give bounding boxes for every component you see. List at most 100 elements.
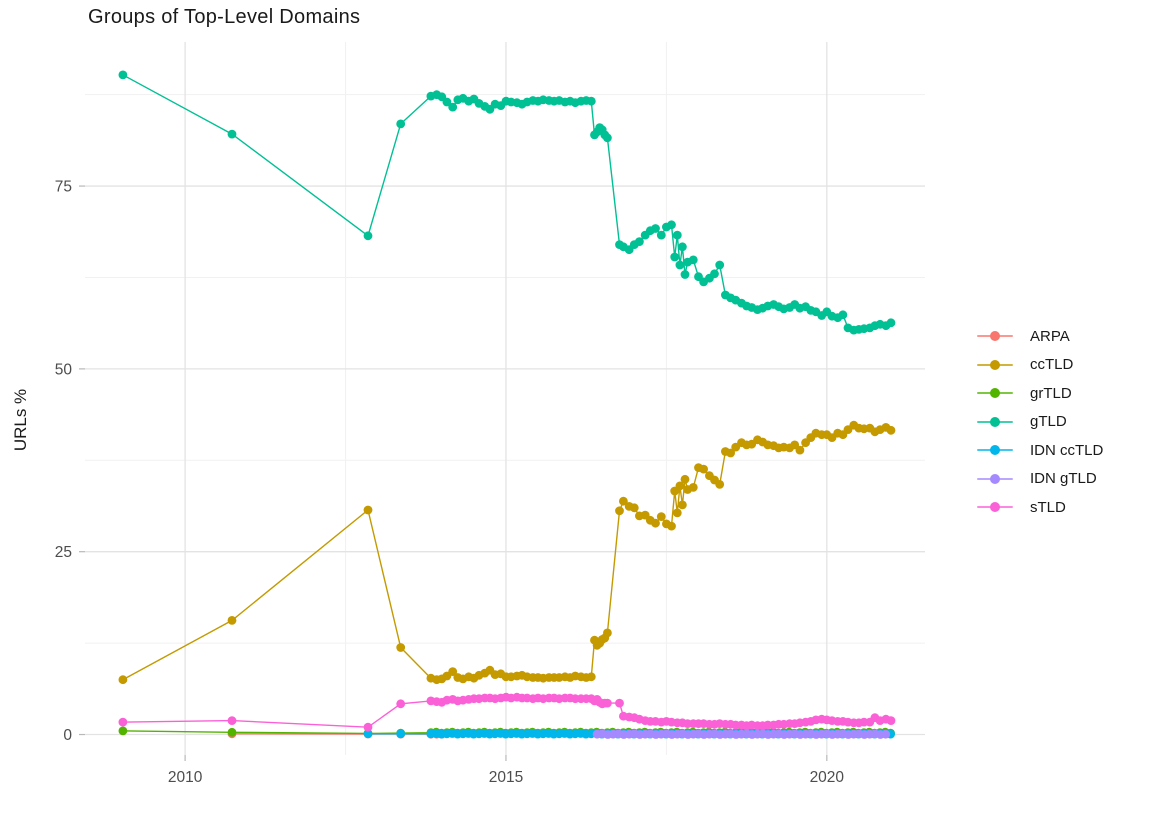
series-sTLD [118,692,896,732]
data-point [603,133,612,143]
legend-label: IDN gTLD [1030,470,1097,488]
data-point [651,224,660,233]
legend-key-icon [977,441,1013,459]
data-point [118,675,128,685]
legend-entry-IDN-gTLD: IDN gTLD [977,465,1103,494]
data-point [227,616,237,625]
data-point [396,699,406,709]
series-line [122,74,892,331]
data-point [656,230,666,240]
data-point [886,318,896,328]
data-point [615,506,624,516]
data-point [629,503,639,513]
data-point [678,242,687,252]
y-tick-label: 25 [55,544,72,561]
data-point [672,230,682,240]
data-point [726,448,735,458]
series-line [122,424,892,681]
legend-entry-gTLD: gTLD [977,408,1103,437]
data-point [396,119,406,129]
data-point [615,698,624,708]
data-point [118,726,128,736]
data-point [675,260,685,270]
data-point [886,425,896,435]
legend-label: sTLD [1030,498,1066,516]
data-point [396,729,406,739]
data-point [881,729,891,739]
data-point [363,231,373,241]
data-point [688,255,698,265]
legend-key-icon [977,384,1013,402]
legend: ARPA ccTLD grTLD gTLD IDN ccTLD IDN gTLD sTLD [977,322,1103,522]
data-point [227,727,237,737]
data-point [118,717,128,727]
x-tick-label: 2015 [489,769,523,786]
data-point [715,480,725,489]
legend-label: grTLD [1030,384,1072,402]
legend-entry-ARPA: ARPA [977,322,1103,351]
legend-dot-icon [990,331,1000,342]
data-point [586,96,596,106]
legend-dot-icon [990,473,1000,484]
series-IDN-gTLD [592,729,891,739]
legend-dot-icon [990,445,1000,456]
data-point [680,270,690,279]
legend-label: IDN ccTLD [1030,441,1104,459]
legend-entry-sTLD: sTLD [977,493,1103,522]
x-tick-label: 2020 [810,769,845,786]
legend-key-icon [977,327,1013,345]
series-ccTLD [118,420,896,685]
data-point [667,521,676,531]
data-point [118,70,128,80]
data-point [227,129,237,139]
legend-key-icon [977,498,1013,516]
legend-dot-icon [990,416,1000,427]
legend-entry-IDN-ccTLD: IDN ccTLD [977,436,1103,465]
data-point [448,102,458,112]
x-tick-label: 2010 [168,769,203,786]
data-point [363,722,373,732]
data-point [838,310,848,320]
data-point [448,667,458,676]
chart-title: Groups of Top-Level Domains [88,6,361,28]
data-point [656,512,666,521]
axis-ticks [79,185,828,761]
axis-tick-labels: 2010 2015 2020 0 25 50 75 [55,179,845,786]
data-point [603,698,612,708]
data-point [396,643,406,652]
series-gTLD [118,70,896,335]
y-tick-label: 0 [63,727,72,744]
legend-dot-icon [990,502,1000,513]
data-point [670,252,680,262]
data-point [688,483,698,492]
data-point [680,474,690,484]
data-point [363,729,373,739]
data-point [442,97,452,107]
y-tick-label: 50 [55,361,73,378]
legend-key-icon [977,413,1013,431]
data-point [603,628,612,638]
y-tick-label: 75 [55,179,72,196]
data-point [667,220,676,230]
y-axis-title: URLs % [11,388,30,452]
data-point [672,508,682,518]
data-point [678,500,687,510]
data-point [651,518,660,528]
data-point [586,672,596,682]
legend-key-icon [977,356,1013,374]
data-point [886,716,896,725]
data-point [363,505,373,515]
legend-label: gTLD [1030,413,1067,431]
gridlines [85,42,925,755]
legend-key-icon [977,470,1013,488]
data-point [619,496,628,506]
data-point [227,716,237,725]
legend-entry-ccTLD: ccTLD [977,351,1103,380]
legend-label: ccTLD [1030,356,1074,374]
data-point [710,269,719,279]
data-point [795,445,805,455]
legend-dot-icon [990,388,1000,399]
data-point [675,481,685,491]
